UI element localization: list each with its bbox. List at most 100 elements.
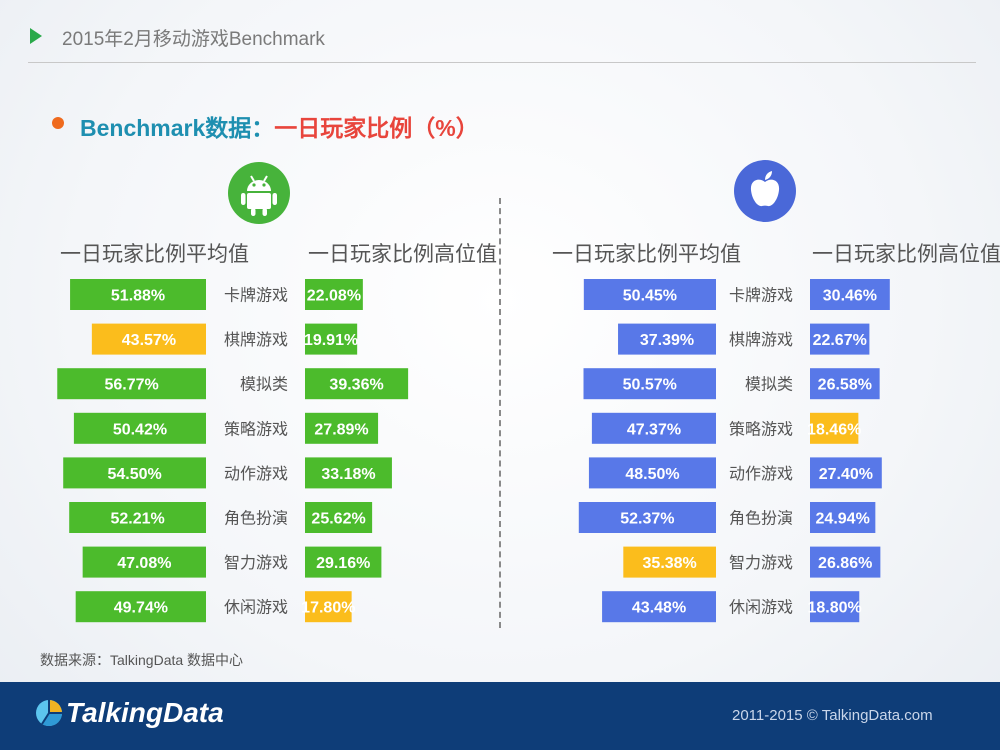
- android-high-label: 39.36%: [329, 377, 383, 394]
- footer-logo-text: TalkingData: [66, 697, 224, 728]
- ios-avg-label: 35.38%: [643, 555, 697, 572]
- android-high-bar: [305, 502, 373, 533]
- apple-icon: [734, 160, 796, 222]
- talkingdata-logo-icon: [36, 700, 63, 727]
- android-icon: [228, 162, 290, 224]
- android-avg-label: 50.42%: [113, 421, 167, 438]
- ios-category-label: 卡牌游戏: [729, 286, 793, 305]
- android-avg-header: 一日玩家比例平均值: [60, 243, 249, 266]
- ios-high-label: 26.58%: [818, 377, 872, 394]
- ios-avg-label: 37.39%: [640, 332, 694, 349]
- ios-category-label: 休闲游戏: [729, 598, 793, 617]
- android-high-bar: [305, 591, 352, 623]
- ios-high-label: 18.46%: [807, 421, 861, 438]
- chart-subtitle: Benchmark数据：一日玩家比例（%）: [80, 109, 479, 143]
- android-category-label: 策略游戏: [224, 419, 288, 438]
- android-avg-bar: [70, 279, 206, 310]
- android-category-label: 角色扮演: [224, 509, 288, 528]
- android-category-label: 智力游戏: [224, 553, 288, 572]
- ios-high-bar: [810, 591, 860, 623]
- android-high-label: 19.91%: [304, 332, 358, 349]
- android-high-label: 25.62%: [311, 511, 365, 528]
- ios-avg-label: 43.48%: [632, 600, 686, 617]
- android-high-label: 17.80%: [301, 600, 355, 617]
- ios-high-bar: [810, 546, 881, 578]
- android-avg-bar: [57, 368, 206, 400]
- android-avg-bar: [91, 323, 206, 355]
- data-source-note: 数据来源：TalkingData 数据中心: [40, 652, 244, 668]
- header-arrow-icon: [30, 28, 42, 44]
- ios-category-label: 棋牌游戏: [729, 330, 793, 349]
- ios-avg-bar: [583, 279, 716, 310]
- android-high-bar: [305, 457, 392, 489]
- ios-avg-bar: [591, 412, 716, 444]
- bullet-dot-icon: [52, 117, 64, 129]
- ios-high-header: 一日玩家比例高位值: [812, 243, 1000, 266]
- header-divider: [28, 62, 976, 63]
- ios-avg-bar: [588, 457, 716, 489]
- ios-category-label: 动作游戏: [729, 464, 793, 483]
- ios-high-label: 27.40%: [819, 466, 873, 483]
- android-high-bar: [305, 412, 379, 444]
- android-category-label: 模拟类: [240, 375, 288, 394]
- android-avg-label: 49.74%: [114, 600, 168, 617]
- ios-avg-bar: [578, 502, 716, 533]
- ios-high-bar: [810, 323, 870, 355]
- ios-high-label: 24.94%: [816, 511, 870, 528]
- ios-avg-label: 52.37%: [620, 511, 674, 528]
- android-category-label: 休闲游戏: [224, 598, 288, 617]
- android-high-bar: [305, 368, 409, 400]
- ios-high-bar: [810, 279, 890, 310]
- ios-avg-bar: [602, 591, 716, 623]
- ios-category-label: 模拟类: [745, 375, 793, 394]
- ios-avg-label: 50.57%: [623, 377, 677, 394]
- android-avg-bar: [73, 412, 206, 444]
- android-avg-label: 51.88%: [111, 288, 165, 305]
- ios-high-label: 18.80%: [807, 600, 861, 617]
- ios-high-bar: [810, 412, 859, 444]
- ios-avg-bar: [583, 368, 716, 400]
- ios-avg-label: 47.37%: [627, 421, 681, 438]
- page-title: 2015年2月移动游戏Benchmark: [62, 29, 325, 50]
- android-high-bar: [305, 323, 358, 355]
- android-high-label: 29.16%: [316, 555, 370, 572]
- android-high-label: 22.08%: [307, 288, 361, 305]
- android-high-bar: [305, 279, 363, 310]
- ios-category-label: 角色扮演: [729, 509, 793, 528]
- android-avg-label: 47.08%: [117, 555, 171, 572]
- android-high-header: 一日玩家比例高位值: [308, 243, 497, 266]
- android-category-label: 动作游戏: [224, 464, 288, 483]
- footer-copyright: 2011-2015 © TalkingData.com: [732, 707, 933, 724]
- ios-high-label: 22.67%: [813, 332, 867, 349]
- android-avg-label: 56.77%: [104, 377, 158, 394]
- android-category-label: 棋牌游戏: [224, 330, 288, 349]
- android-category-label: 卡牌游戏: [224, 286, 288, 305]
- ios-high-bar: [810, 502, 876, 533]
- ios-high-label: 30.46%: [823, 288, 877, 305]
- ios-high-bar: [810, 368, 880, 400]
- ios-avg-bar: [618, 323, 716, 355]
- footer-bar: [0, 682, 1000, 750]
- bar-chart: 51.88% 卡牌游戏 22.08% 43.57% 棋牌游戏 19.91% 56.77% 模拟…: [57, 279, 890, 623]
- android-avg-bar: [69, 502, 206, 533]
- android-avg-bar: [63, 457, 207, 489]
- ios-category-label: 智力游戏: [729, 553, 793, 572]
- subtitle-prefix: Benchmark数据：: [80, 115, 275, 141]
- android-avg-label: 54.50%: [107, 466, 161, 483]
- android-avg-bar: [75, 591, 206, 623]
- ios-avg-label: 50.45%: [623, 288, 677, 305]
- panel-divider: [499, 198, 501, 628]
- ios-avg-bar: [623, 546, 716, 578]
- ios-avg-label: 48.50%: [625, 466, 679, 483]
- ios-avg-header: 一日玩家比例平均值: [552, 243, 741, 266]
- subtitle-suffix: 一日玩家比例（%）: [274, 115, 479, 141]
- android-avg-bar: [82, 546, 206, 578]
- ios-high-bar: [810, 457, 882, 489]
- android-high-bar: [305, 546, 382, 578]
- ios-high-label: 26.86%: [818, 555, 872, 572]
- ios-category-label: 策略游戏: [729, 419, 793, 438]
- android-high-label: 27.89%: [314, 421, 368, 438]
- android-avg-label: 52.21%: [110, 511, 164, 528]
- android-high-label: 33.18%: [321, 466, 375, 483]
- android-avg-label: 43.57%: [122, 332, 176, 349]
